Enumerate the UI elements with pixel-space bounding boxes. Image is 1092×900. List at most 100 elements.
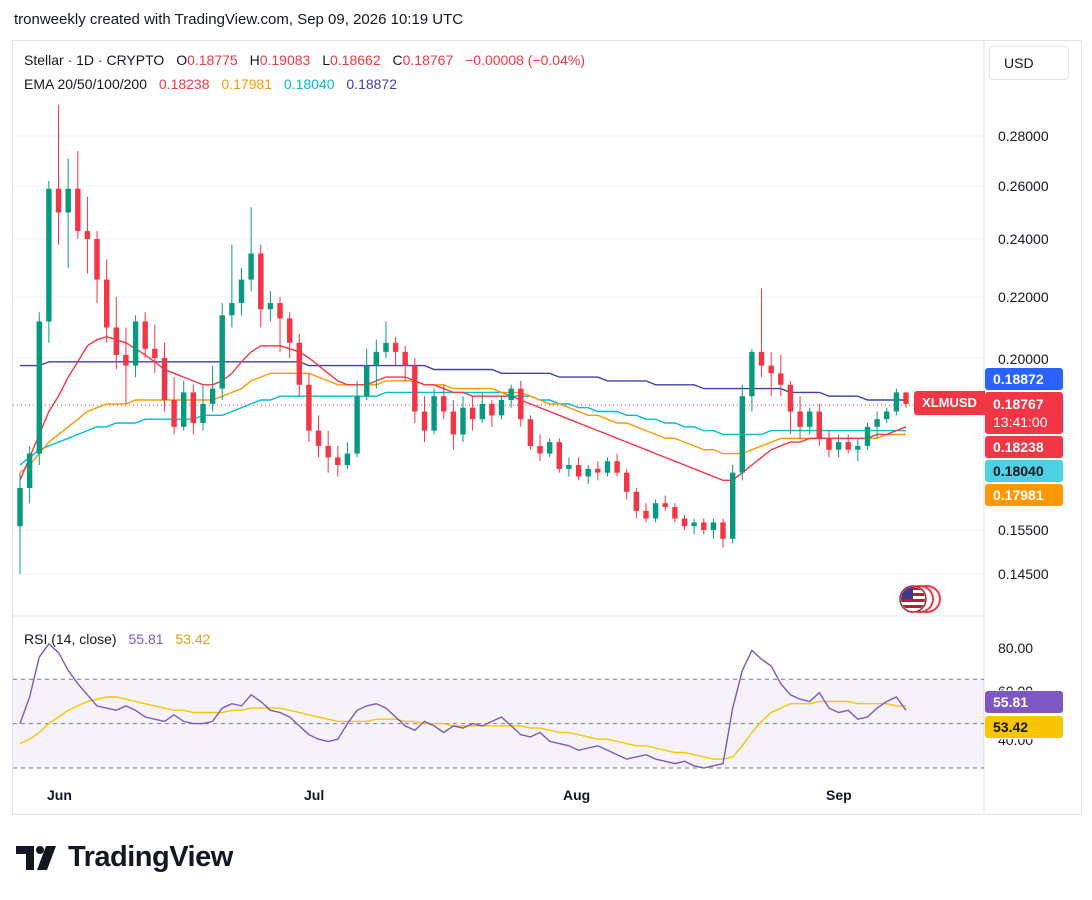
candle-body bbox=[614, 461, 620, 473]
candle-body bbox=[787, 384, 794, 412]
ema-legend: EMA 20/50/100/200 0.18238 0.17981 0.1804… bbox=[24, 76, 397, 92]
candle-body bbox=[903, 392, 909, 404]
candle-body bbox=[142, 321, 148, 349]
ohlc-legend: Stellar · 1D · CRYPTO O0.18775 H0.19083 … bbox=[24, 52, 585, 68]
candle-body bbox=[884, 411, 890, 420]
candle-body bbox=[190, 392, 196, 423]
candle-body bbox=[26, 453, 33, 488]
us-flag-icon[interactable] bbox=[894, 583, 942, 620]
chart-frame bbox=[12, 40, 1082, 815]
candle-body bbox=[94, 239, 100, 280]
candle-body bbox=[681, 518, 688, 527]
candle-body bbox=[864, 426, 871, 446]
x-tick-jun: Jun bbox=[47, 787, 72, 803]
candle-body bbox=[287, 318, 293, 343]
rsi-ma-line bbox=[19, 696, 906, 760]
candle-body bbox=[113, 327, 119, 355]
x-tick-aug: Aug bbox=[563, 787, 591, 803]
rsi-tick: 60.00 bbox=[998, 683, 1033, 690]
candle-body bbox=[354, 396, 360, 454]
candle-body bbox=[778, 373, 784, 385]
candle-body bbox=[797, 411, 803, 427]
candle-body bbox=[662, 503, 668, 507]
candle-body bbox=[633, 491, 639, 511]
candle-body bbox=[229, 303, 235, 316]
candle-body bbox=[65, 188, 71, 213]
candle-body bbox=[527, 419, 534, 446]
rsi-ma-tag: 53.42 bbox=[985, 716, 1063, 738]
candle-body bbox=[171, 400, 177, 427]
high-value: 0.19083 bbox=[259, 52, 311, 68]
ema200-price-tag: 0.18872 bbox=[985, 368, 1063, 390]
change-value: −0.00008 (−0.04%) bbox=[465, 52, 585, 68]
candle-body bbox=[575, 465, 582, 477]
candle-body bbox=[749, 351, 755, 397]
candle-body bbox=[701, 522, 707, 530]
low-label: L bbox=[322, 52, 330, 68]
open-label: O bbox=[176, 52, 188, 68]
candle-body bbox=[296, 342, 302, 385]
candle-body bbox=[816, 411, 822, 439]
candle-body bbox=[758, 351, 765, 366]
rsi-value: 55.81 bbox=[128, 631, 164, 647]
candle-body bbox=[469, 407, 476, 420]
price-tick: 0.14500 bbox=[998, 566, 1049, 582]
ema200-line bbox=[20, 361, 906, 401]
candle-body bbox=[845, 442, 851, 450]
candle-body bbox=[489, 403, 495, 416]
candle-body bbox=[132, 321, 139, 366]
candle-body bbox=[720, 522, 726, 539]
low-value: 0.18662 bbox=[330, 52, 381, 68]
candle-body bbox=[161, 358, 168, 400]
candle-body bbox=[315, 430, 322, 446]
ema-label[interactable]: EMA 20/50/100/200 bbox=[24, 76, 147, 92]
candle-body bbox=[75, 188, 81, 232]
candle-body bbox=[672, 507, 678, 519]
candle-body bbox=[450, 411, 457, 435]
candle-body bbox=[248, 253, 254, 280]
candle-body bbox=[402, 351, 408, 366]
rsi-value-tag: 55.81 bbox=[985, 691, 1063, 713]
close-price-tag: 0.18767 13:41:00 bbox=[985, 392, 1063, 434]
symbol-label[interactable]: Stellar · 1D · CRYPTO bbox=[24, 52, 165, 68]
close-value: 0.18767 bbox=[402, 52, 454, 68]
ema50-price-tag: 0.17981 bbox=[985, 484, 1063, 506]
rsi-tick: 80.00 bbox=[998, 640, 1034, 656]
tradingview-logo[interactable]: TradingView bbox=[16, 841, 233, 874]
candle-body bbox=[498, 400, 505, 416]
candle-body bbox=[855, 445, 861, 450]
price-tick: 0.28000 bbox=[998, 128, 1049, 144]
ema200-value: 0.18872 bbox=[346, 76, 397, 92]
candle-body bbox=[604, 461, 611, 473]
candle-body bbox=[123, 354, 129, 366]
candle-body bbox=[874, 419, 880, 427]
candle-countdown: 13:41:00 bbox=[993, 414, 1048, 430]
candle-body bbox=[181, 392, 187, 427]
ema100-value: 0.18040 bbox=[283, 76, 335, 92]
candle-body bbox=[826, 438, 832, 450]
candle-body bbox=[373, 351, 379, 366]
candle-body bbox=[200, 403, 206, 423]
candle-body bbox=[595, 468, 601, 473]
candle-body bbox=[104, 279, 110, 328]
candle-body bbox=[807, 411, 813, 427]
candle-body bbox=[730, 472, 736, 539]
candle-body bbox=[209, 388, 216, 404]
candle-body bbox=[768, 365, 774, 374]
candle-body bbox=[585, 468, 591, 477]
rsi-label[interactable]: RSI (14, close) bbox=[24, 631, 117, 647]
candle-body bbox=[739, 396, 745, 473]
candle-body bbox=[219, 315, 225, 389]
candle-body bbox=[652, 503, 659, 519]
high-label: H bbox=[249, 52, 260, 68]
candle-body bbox=[17, 488, 23, 527]
currency-selector[interactable]: USD bbox=[989, 46, 1069, 80]
open-value: 0.18775 bbox=[187, 52, 238, 68]
ema100-price-tag: 0.18040 bbox=[985, 460, 1063, 482]
chart-attribution: tronweekly created with TradingView.com,… bbox=[14, 11, 464, 28]
candle-body bbox=[84, 231, 91, 239]
price-tick: 0.15500 bbox=[998, 522, 1049, 538]
candle-body bbox=[893, 392, 900, 412]
symbol-price-tag: XLMUSD bbox=[914, 391, 985, 415]
